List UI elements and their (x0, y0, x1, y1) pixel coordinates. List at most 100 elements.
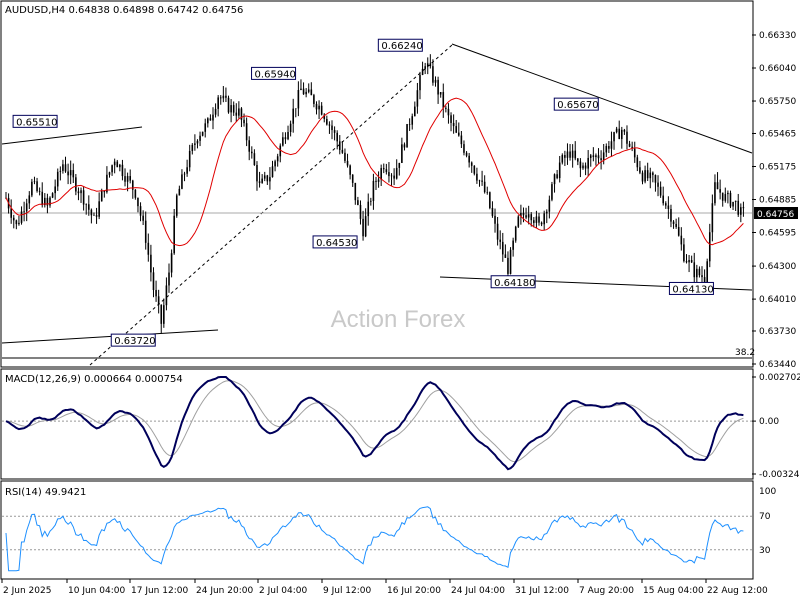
candle-body (411, 116, 414, 125)
time-tick-label: 31 Jul 12:00 (515, 586, 569, 596)
candle-body (566, 151, 569, 158)
candle-body (512, 240, 514, 250)
candle-body (338, 141, 341, 150)
candle-body (191, 144, 194, 151)
candle-body (196, 140, 199, 144)
candle-body (486, 192, 489, 193)
swing-label-box (553, 97, 599, 111)
candle-body (28, 195, 31, 204)
macd-tick-label: 0.00 (759, 417, 779, 427)
candle-body (165, 285, 168, 306)
candle-body (724, 194, 727, 201)
candle-body (279, 145, 282, 157)
candle-body (685, 261, 688, 263)
candle-body (608, 146, 610, 149)
candle-body (442, 92, 445, 108)
swing-label: 0.66240 (381, 41, 422, 52)
candle-body (367, 201, 370, 217)
candle-body (579, 161, 582, 169)
candle-body (432, 66, 434, 83)
candle-body (217, 97, 219, 109)
candle-body (18, 222, 20, 225)
candle-body (287, 131, 289, 140)
candle-body (357, 200, 359, 205)
swing-label: 0.65940 (255, 69, 296, 80)
candle-body (672, 221, 675, 224)
candle-body (680, 235, 683, 245)
candle-body (664, 203, 667, 206)
candle-body (481, 180, 483, 182)
candle-body (457, 132, 460, 136)
candle-body (732, 201, 734, 207)
candle-body (527, 214, 530, 218)
candle-body (297, 89, 300, 109)
swing-label-box (12, 114, 58, 128)
candle-body (639, 167, 641, 173)
candle-body (623, 129, 626, 132)
candle-body (108, 172, 111, 175)
candle-body (721, 192, 724, 201)
candle-body (600, 158, 602, 161)
candle-body (67, 171, 69, 176)
price-tick-label: 0.64595 (759, 229, 796, 239)
candle-body (592, 155, 595, 158)
candle-body (494, 215, 496, 224)
candle-body (318, 105, 320, 110)
candle-body (499, 239, 501, 242)
candle-body (582, 165, 584, 169)
candle-body (602, 152, 605, 161)
time-axis: 2 Jun 2025 10 Jun 04:00 17 Jun 12:00 24 Jun… (1, 579, 768, 596)
candle-body (188, 150, 191, 168)
candle-body (155, 290, 157, 297)
candle-body (646, 170, 649, 179)
time-tick-label: 24 Jun 20:00 (196, 586, 253, 596)
candle-body (424, 66, 426, 69)
candle-body (344, 152, 346, 161)
candle-body (333, 130, 336, 133)
candle-body (212, 114, 214, 121)
candle-body (388, 172, 390, 177)
candle-body (362, 218, 364, 237)
candle-body (256, 164, 258, 182)
candle-body (46, 197, 49, 206)
candle-body (103, 190, 106, 193)
candle-body (248, 140, 251, 152)
rsi-axis: 100 70 30 (2, 487, 776, 556)
swing-label-box (668, 281, 714, 295)
swing-label-box (377, 38, 423, 52)
candle-body (253, 153, 256, 165)
candle-body (631, 146, 633, 149)
candle-body (701, 275, 703, 278)
candle-body (520, 212, 522, 217)
candle-body (613, 132, 615, 142)
candle-body (245, 123, 248, 141)
candle-body (326, 118, 328, 125)
candle-body (659, 186, 662, 196)
candle-body (455, 126, 458, 133)
candle-body (80, 190, 82, 194)
candle-body (168, 272, 170, 286)
candle-body (41, 191, 44, 206)
candle-body (711, 203, 714, 233)
candle-body (706, 261, 708, 283)
candle-body (170, 253, 173, 273)
macd-tick-label: 0.002702 (759, 373, 800, 383)
price-panel-frame (0, 0, 754, 368)
candle-body (44, 197, 46, 206)
price-tick-label: 0.64010 (759, 295, 796, 305)
candle-body (719, 189, 721, 193)
candle-body (621, 129, 623, 139)
candle-body (414, 106, 416, 117)
candle-body (514, 226, 517, 241)
candle-body (258, 181, 261, 183)
candle-body (501, 241, 504, 255)
candle-body (69, 170, 72, 176)
candle-body (429, 63, 432, 67)
candle-body (349, 165, 351, 175)
candle-body (690, 260, 693, 263)
candle-body (175, 195, 178, 216)
candle-body (551, 184, 553, 200)
candle-body (390, 175, 393, 177)
